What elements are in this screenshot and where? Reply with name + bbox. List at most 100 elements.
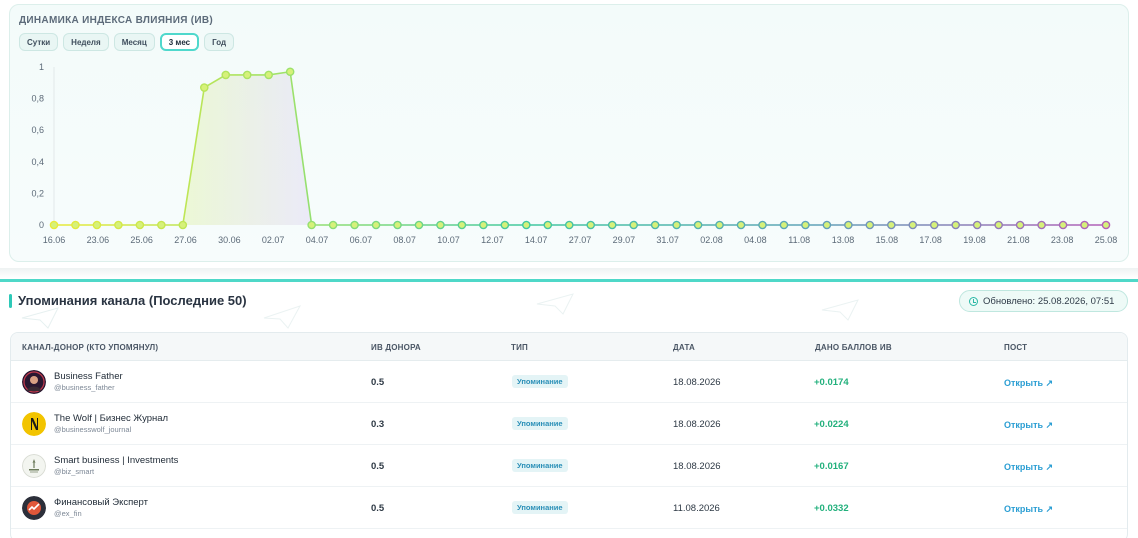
x-tick-label: 04.08	[744, 235, 767, 245]
column-header-post[interactable]: ПОСТ	[1004, 343, 1028, 352]
open-post-link[interactable]: Открыть ↗	[1004, 504, 1054, 514]
mentions-title: Упоминания канала (Последние 50)	[18, 293, 247, 308]
data-point	[242, 70, 252, 80]
updated-text: Обновлено: 25.08.2026, 07:51	[983, 295, 1115, 307]
data-point	[801, 220, 810, 230]
column-header-type[interactable]: ТИП	[511, 343, 528, 352]
x-tick-label: 14.07	[525, 235, 548, 245]
paper-plane-decor-icon	[263, 305, 302, 329]
data-point	[607, 220, 617, 230]
y-tick-label: 0,2	[31, 188, 44, 198]
data-point	[522, 220, 531, 230]
data-point	[908, 220, 918, 230]
donor-iv: 0.3	[371, 419, 385, 430]
data-point	[629, 220, 638, 230]
data-point	[887, 220, 896, 230]
iv-points: +0.0332	[814, 503, 849, 514]
data-point	[779, 220, 789, 230]
data-point	[844, 220, 853, 230]
x-tick-label: 19.08	[963, 235, 986, 245]
paper-plane-decor-icon	[536, 293, 574, 315]
data-point	[564, 220, 574, 230]
data-point	[929, 220, 939, 230]
data-point	[436, 220, 445, 230]
avatar[interactable]	[22, 454, 46, 478]
data-point	[951, 220, 961, 230]
data-point	[114, 220, 123, 230]
data-point	[1037, 220, 1046, 230]
x-tick-label: 31.07	[656, 235, 679, 245]
x-tick-label: 23.06	[87, 235, 110, 245]
x-tick-label: 13.08	[832, 235, 855, 245]
data-point	[221, 70, 231, 80]
x-tick-label: 30.06	[218, 235, 241, 245]
data-point	[479, 220, 488, 230]
data-point	[307, 220, 316, 230]
data-point	[71, 220, 80, 230]
channel-name[interactable]: Финансовый Эксперт	[54, 497, 148, 508]
table-row: Business Father @business_father 0.5 Упо…	[11, 361, 1127, 403]
open-post-link[interactable]: Открыть ↗	[1004, 378, 1054, 388]
iv-points: +0.0167	[814, 461, 849, 472]
type-badge: Упоминание	[512, 459, 568, 472]
x-tick-label: 27.07	[569, 235, 592, 245]
paper-plane-decor-icon	[821, 299, 859, 321]
data-point	[1080, 220, 1089, 230]
channel-name[interactable]: Smart business | Investments	[54, 455, 179, 466]
x-tick-label: 21.08	[1007, 235, 1030, 245]
x-tick-label: 12.07	[481, 235, 504, 245]
mentions-title-accent	[9, 294, 12, 308]
data-point	[178, 220, 188, 230]
x-tick-label: 06.07	[350, 235, 373, 245]
data-point	[650, 220, 660, 230]
data-point	[972, 220, 982, 230]
period-day[interactable]: Сутки	[19, 33, 59, 51]
data-point	[500, 220, 510, 230]
column-header-points[interactable]: ДАНО БАЛЛОВ ИВ	[815, 343, 892, 352]
period-year[interactable]: Год	[204, 33, 235, 51]
column-header-iv[interactable]: ИВ ДОНОРА	[371, 343, 421, 352]
channel-name[interactable]: The Wolf | Бизнес Журнал	[54, 413, 169, 424]
x-tick-label: 10.07	[437, 235, 460, 245]
column-header-date[interactable]: ДАТА	[673, 343, 696, 352]
x-tick-label: 25.06	[130, 235, 153, 245]
data-point	[49, 220, 59, 230]
period-week[interactable]: Неделя	[63, 33, 109, 51]
data-point	[264, 70, 273, 80]
open-post-link[interactable]: Открыть ↗	[1004, 420, 1054, 430]
data-point	[715, 220, 724, 230]
donor-iv: 0.5	[371, 461, 385, 472]
column-header-channel[interactable]: КАНАЛ-ДОНОР (КТО УПОМЯНУЛ)	[22, 343, 159, 352]
avatar[interactable]	[22, 496, 46, 520]
mention-date: 11.08.2026	[673, 503, 720, 514]
table-row: Smart business | Investments @biz_smart …	[11, 445, 1127, 487]
clock-icon	[969, 296, 978, 306]
data-point	[1015, 220, 1025, 230]
period-3-months[interactable]: 3 мес	[159, 33, 200, 51]
x-tick-label: 27.06	[174, 235, 197, 245]
avatar[interactable]	[22, 412, 46, 436]
type-badge: Упоминание	[512, 417, 568, 430]
open-post-link[interactable]: Открыть ↗	[1004, 462, 1054, 472]
table-header: КАНАЛ-ДОНОР (КТО УПОМЯНУЛ) ИВ ДОНОРА ТИП…	[11, 333, 1127, 361]
donor-iv: 0.5	[371, 503, 385, 514]
iv-points: +0.0224	[814, 419, 849, 430]
data-point	[1101, 220, 1111, 230]
type-badge: Упоминание	[512, 375, 568, 388]
x-tick-label: 16.06	[43, 235, 66, 245]
data-point	[393, 220, 402, 230]
period-month[interactable]: Месяц	[113, 33, 155, 51]
data-point	[285, 67, 295, 77]
avatar[interactable]	[22, 370, 46, 394]
data-point	[350, 220, 359, 230]
y-tick-label: 0,4	[31, 157, 44, 167]
data-point	[157, 220, 166, 230]
mentions-table: КАНАЛ-ДОНОР (КТО УПОМЯНУЛ) ИВ ДОНОРА ТИП…	[10, 332, 1128, 538]
data-point	[457, 220, 467, 230]
data-point	[199, 83, 209, 92]
channel-name[interactable]: Business Father	[54, 371, 123, 382]
section-divider-accent	[0, 279, 1138, 282]
x-tick-label: 08.07	[393, 235, 416, 245]
x-tick-label: 04.07	[306, 235, 329, 245]
data-point	[371, 220, 381, 230]
